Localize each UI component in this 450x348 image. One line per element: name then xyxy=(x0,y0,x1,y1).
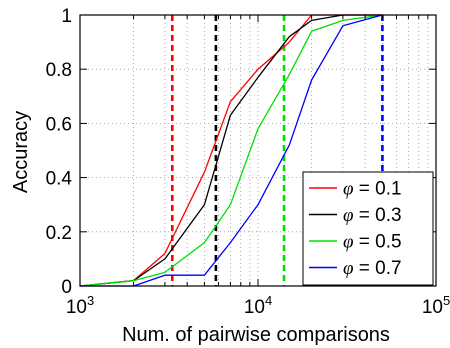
legend-symbol: φ xyxy=(343,232,354,253)
y-tick-label: 0 xyxy=(61,277,72,298)
legend-value: = 0.7 xyxy=(354,258,402,279)
x-axis-label: Num. of pairwise comparisons xyxy=(122,324,390,346)
series-line xyxy=(79,14,383,287)
x-tick-label: 104 xyxy=(244,293,272,318)
legend-symbol: φ xyxy=(343,205,354,226)
y-tick-label: 0.8 xyxy=(46,60,72,81)
legend-label: φ = 0.7 xyxy=(343,258,402,279)
x-tick-base: 10 xyxy=(66,297,87,318)
legend-value: = 0.3 xyxy=(354,205,402,226)
y-tick-label: 0.6 xyxy=(46,114,72,135)
threshold-lines xyxy=(170,15,384,286)
x-tick-label: 105 xyxy=(422,293,450,318)
legend-box xyxy=(302,171,434,286)
y-tick-label: 0.4 xyxy=(46,169,73,190)
y-tick-label: 0.2 xyxy=(46,223,72,244)
series-line xyxy=(80,14,383,287)
series-line xyxy=(79,14,383,287)
x-tick-base: 10 xyxy=(422,297,443,318)
legend-label: φ = 0.1 xyxy=(343,179,402,200)
legend: φ = 0.1φ = 0.3φ = 0.5φ = 0.7 xyxy=(302,171,434,286)
legend-label: φ = 0.3 xyxy=(343,205,402,226)
x-tick-base: 10 xyxy=(244,297,265,318)
y-tick-label: 1 xyxy=(61,6,72,27)
legend-symbol: φ xyxy=(343,179,354,200)
x-tick-label: 103 xyxy=(66,293,94,318)
y-axis-label: Accuracy xyxy=(10,111,32,193)
x-tick-exponent: 5 xyxy=(443,293,450,308)
legend-symbol: φ xyxy=(343,258,354,279)
legend-label: φ = 0.5 xyxy=(343,232,402,253)
x-tick-exponent: 4 xyxy=(265,293,272,308)
legend-value: = 0.1 xyxy=(354,179,402,200)
legend-value: = 0.5 xyxy=(354,232,402,253)
x-tick-exponent: 3 xyxy=(87,293,94,308)
